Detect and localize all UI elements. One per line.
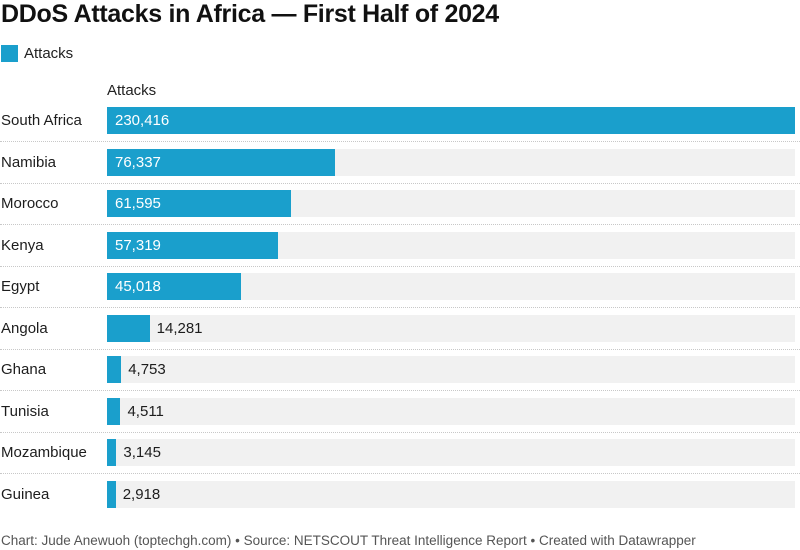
bar-row: Namibia 76,337 bbox=[0, 148, 800, 190]
category-label: Mozambique bbox=[1, 444, 87, 461]
bar bbox=[107, 356, 122, 383]
row-separator bbox=[0, 141, 800, 142]
bar bbox=[107, 314, 150, 342]
data-label: 3,145 bbox=[123, 444, 161, 461]
bar bbox=[107, 148, 335, 176]
row-separator bbox=[0, 307, 800, 308]
category-label: Morocco bbox=[1, 195, 59, 212]
category-label: Ghana bbox=[1, 361, 47, 378]
data-label: 61,595 bbox=[115, 195, 161, 212]
data-label: 57,319 bbox=[115, 236, 161, 254]
bar-row: Tunisia 4,511 bbox=[0, 397, 800, 439]
category-label: Kenya bbox=[1, 236, 44, 254]
bar-track bbox=[107, 480, 795, 508]
chart-footer: Chart: Jude Anewuoh (toptechgh.com) • So… bbox=[1, 533, 696, 548]
category-label: Angola bbox=[1, 319, 48, 337]
bar-row: Kenya 57,319 bbox=[0, 231, 800, 273]
bar bbox=[107, 397, 121, 425]
category-label: Namibia bbox=[1, 153, 57, 171]
data-label: 230,416 bbox=[115, 112, 170, 129]
data-label: 14,281 bbox=[156, 319, 203, 337]
bar bbox=[107, 107, 795, 134]
data-label: 4,753 bbox=[128, 361, 166, 378]
category-label: Guinea bbox=[1, 485, 50, 503]
row-separator bbox=[0, 431, 800, 433]
data-label: 76,337 bbox=[115, 153, 161, 171]
legend-label-attacks: Attacks bbox=[24, 45, 74, 62]
bar-row: Angola 14,281 bbox=[0, 314, 800, 356]
row-separator bbox=[0, 473, 800, 474]
chart-title: DDoS Attacks in Africa — First Half of 2… bbox=[1, 0, 499, 28]
category-label: Egypt bbox=[1, 278, 40, 295]
column-header: Attacks bbox=[107, 82, 157, 99]
bar bbox=[107, 231, 279, 259]
bar-track bbox=[107, 397, 795, 425]
data-label: 45,018 bbox=[115, 278, 161, 295]
bar-track bbox=[107, 356, 795, 383]
bar bbox=[107, 190, 291, 217]
bar-row: Guinea 2,918 bbox=[0, 480, 800, 522]
category-label: Tunisia bbox=[1, 402, 49, 420]
legend-swatch-attacks bbox=[1, 45, 18, 62]
row-separator bbox=[0, 182, 800, 184]
bar bbox=[107, 480, 116, 508]
data-label: 4,511 bbox=[127, 402, 164, 420]
bar-row: Mozambique 3,145 bbox=[0, 439, 800, 480]
row-separator bbox=[0, 348, 800, 350]
bar bbox=[107, 273, 242, 300]
data-label: 2,918 bbox=[122, 485, 161, 503]
bar-track bbox=[107, 439, 795, 466]
bar-row: Morocco 61,595 bbox=[0, 190, 800, 231]
bar-track bbox=[107, 314, 795, 342]
category-label: South Africa bbox=[1, 112, 82, 129]
bar-row: South Africa 230,416 bbox=[0, 107, 800, 148]
row-separator bbox=[0, 265, 800, 267]
row-separator bbox=[0, 224, 800, 225]
bar-row: Ghana 4,753 bbox=[0, 356, 800, 397]
legend: Attacks bbox=[1, 45, 73, 62]
bar bbox=[107, 439, 117, 466]
row-separator bbox=[0, 390, 800, 391]
bar-row: Egypt 45,018 bbox=[0, 273, 800, 314]
